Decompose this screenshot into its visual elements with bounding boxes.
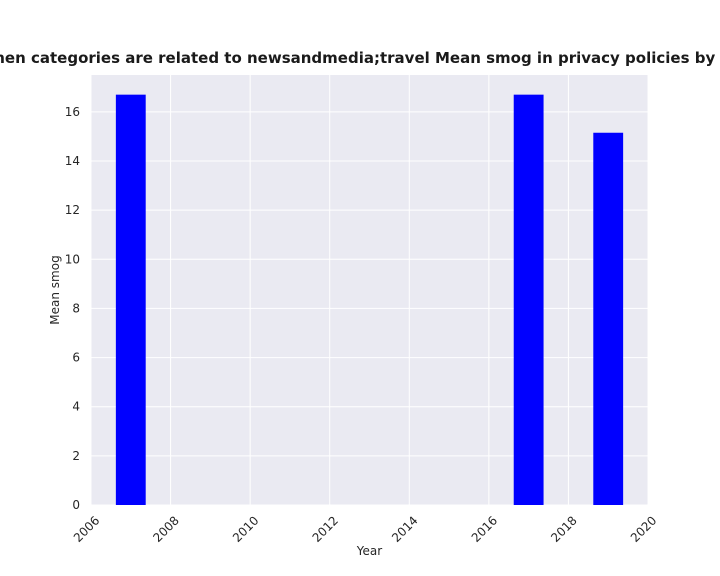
y-tick-label: 12 <box>65 203 80 217</box>
plot-area <box>91 75 648 505</box>
x-tick-label: 2016 <box>469 513 500 544</box>
y-tick-labels: 0 2 4 6 8 10 12 14 16 <box>65 105 80 512</box>
y-tick-label: 10 <box>65 252 80 266</box>
x-tick-label: 2006 <box>71 513 102 544</box>
x-tick-labels: 2006 2008 2010 2012 2014 2016 2018 2020 <box>71 513 659 544</box>
bar <box>513 94 544 506</box>
grid-lines <box>90 75 649 506</box>
y-tick-label: 8 <box>72 301 80 315</box>
bar <box>593 132 624 505</box>
x-tick-label: 2010 <box>230 513 261 544</box>
y-tick-label: 4 <box>72 400 80 414</box>
x-tick-label: 2018 <box>548 513 579 544</box>
bars <box>115 94 624 506</box>
x-tick-label: 2012 <box>310 513 341 544</box>
x-axis-label: Year <box>356 544 382 558</box>
y-tick-label: 16 <box>65 105 80 119</box>
x-tick-label: 2008 <box>150 513 181 544</box>
chart-title: when categories are related to newsandme… <box>0 49 720 67</box>
y-tick-label: 0 <box>72 498 80 512</box>
x-tick-label: 2014 <box>389 513 420 544</box>
bar <box>115 94 146 506</box>
y-axis-label: Mean smog <box>48 255 62 324</box>
y-tick-label: 6 <box>72 351 80 365</box>
y-tick-label: 14 <box>65 154 80 168</box>
y-tick-label: 2 <box>72 449 80 463</box>
x-tick-label: 2020 <box>628 513 659 544</box>
